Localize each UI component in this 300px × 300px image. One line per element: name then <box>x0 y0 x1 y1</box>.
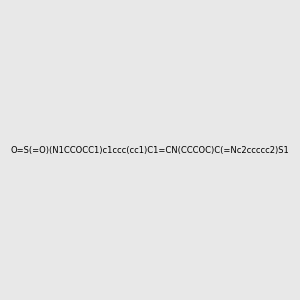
Text: O=S(=O)(N1CCOCC1)c1ccc(cc1)C1=CN(CCCOC)C(=Nc2ccccc2)S1: O=S(=O)(N1CCOCC1)c1ccc(cc1)C1=CN(CCCOC)C… <box>11 146 290 154</box>
